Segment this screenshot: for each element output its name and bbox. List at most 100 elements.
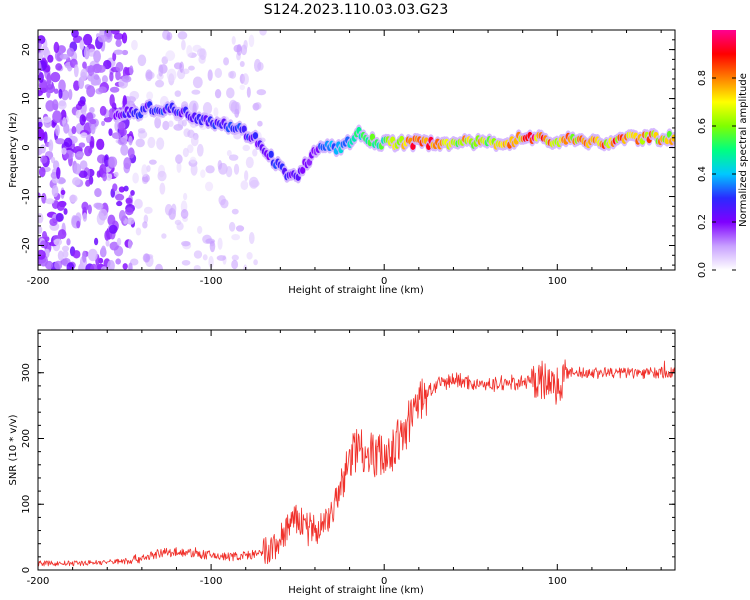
heatmap-noise-cell [132, 172, 139, 184]
heatmap-noise-cell [77, 100, 86, 107]
heatmap-noise-cell [40, 155, 48, 164]
heatmap-noise-cell [117, 137, 128, 146]
heatmap-noise-cell [101, 75, 108, 84]
heatmap-noise-cell [207, 69, 213, 82]
heatmap-noise-cell [79, 39, 85, 51]
heatmap-noise-cell [239, 61, 245, 68]
heatmap-noise-cell [176, 161, 182, 173]
heatmap-noise-cell [78, 142, 86, 148]
heatmap-noise-cell [145, 69, 153, 82]
heatmap-noise-cell [78, 170, 88, 179]
heatmap-noise-cell [257, 120, 263, 127]
colorbar-tick-label: 0.2 [697, 214, 708, 230]
heatmap-noise-cell [197, 225, 203, 234]
heatmap-noise-cell [109, 241, 119, 251]
heatmap-noise-cell [154, 116, 162, 129]
heatmap-noise-cell [50, 71, 61, 83]
heatmap-noise-cell [54, 260, 63, 270]
heatmap-noise-cell [71, 30, 79, 38]
y-tick-label: 100 [21, 495, 32, 514]
heatmap-noise-cell [192, 76, 203, 89]
heatmap-noise-cell [254, 102, 262, 110]
heatmap-noise-cell [217, 159, 223, 170]
heatmap-noise-cell [116, 200, 123, 207]
heatmap-noise-cell [166, 68, 177, 82]
heatmap-noise-cell [71, 126, 77, 135]
heatmap-noise-cell [100, 245, 107, 257]
heatmap-noise-cell [113, 49, 124, 55]
heatmap-noise-cell [109, 94, 115, 107]
heatmap-noise-cell [189, 156, 197, 164]
heatmap-noise-cell [209, 240, 216, 253]
heatmap-noise-cell [111, 30, 120, 35]
heatmap-noise-cell [61, 147, 67, 155]
heatmap-noise-cell [99, 163, 107, 177]
heatmap-noise-cell [90, 73, 100, 86]
spectrogram-y-label: Frequency (Hz) [8, 112, 19, 188]
heatmap-noise-cell [157, 170, 167, 182]
heatmap-noise-cell [98, 86, 107, 94]
heatmap-noise-cell [66, 238, 71, 246]
heatmap-noise-cell [68, 89, 73, 101]
heatmap-noise-cell [63, 122, 70, 134]
heatmap-noise-cell [73, 80, 80, 91]
snr-series-line [38, 359, 675, 567]
heatmap-noise-cell [115, 39, 122, 47]
heatmap-noise-cell [102, 173, 107, 182]
heatmap-noise-cell [248, 232, 255, 245]
snr-x-label: Height of straight line (km) [288, 585, 424, 596]
heatmap-noise-cell [182, 147, 189, 158]
heatmap-noise-cell [99, 105, 107, 116]
snr-panel: -200 -100 0 100 0 100 200 300 Height of straigh… [8, 329, 676, 596]
heatmap-noise-cell [38, 35, 46, 45]
heatmap-noise-cell [154, 79, 165, 88]
heatmap-noise-cell [244, 170, 249, 182]
heatmap-noise-cell [142, 253, 151, 263]
heatmap-noise-cell [159, 182, 166, 195]
heatmap-noise-cell [162, 120, 170, 131]
heatmap-noise-cell [168, 120, 174, 127]
heatmap-noise-cell [101, 120, 106, 127]
heatmap-noise-cell [95, 64, 106, 73]
heatmap-noise-cell [38, 225, 43, 234]
heatmap-noise-cell [109, 71, 114, 82]
heatmap-noise-cell [196, 143, 204, 157]
heatmap-noise-cell [205, 165, 215, 174]
x-tick-label: -100 [200, 276, 223, 287]
x-tick-label: 0 [381, 576, 387, 587]
heatmap-noise-cell [208, 255, 214, 269]
heatmap-noise-cell [89, 119, 97, 125]
heatmap-noise-cell [174, 90, 182, 97]
heatmap-noise-cell [79, 160, 88, 170]
heatmap-noise-cell [48, 139, 54, 153]
heatmap-noise-cell [94, 188, 102, 198]
heatmap-noise-cell [231, 259, 239, 270]
heatmap-noise-cell [233, 163, 240, 175]
heatmap-noise-cell [141, 164, 148, 178]
heatmap-noise-cell [239, 84, 246, 91]
heatmap-noise-cell [38, 121, 43, 128]
heatmap-noise-cell [87, 248, 98, 262]
heatmap-noise-cell [191, 89, 201, 95]
heatmap-noise-cell [257, 61, 264, 71]
heatmap-noise-cell [246, 252, 253, 260]
heatmap-noise-cell [61, 89, 69, 101]
heatmap-noise-cell [53, 238, 63, 246]
heatmap-noise-cell [156, 137, 165, 150]
heatmap-noise-cell [79, 261, 84, 270]
heatmap-noise-cell [82, 33, 93, 46]
heatmap-noise-cell [130, 189, 135, 196]
heatmap-noise-cell [123, 185, 129, 192]
heatmap-noise-cell [171, 203, 177, 215]
heatmap-ridge-cell [300, 166, 306, 174]
heatmap-noise-cell [125, 207, 134, 216]
heatmap-noise-cell [115, 258, 122, 265]
heatmap-noise-cell [80, 132, 88, 139]
heatmap-noise-cell [69, 194, 78, 203]
heatmap-noise-cell [81, 201, 89, 212]
heatmap-noise-cell [228, 221, 236, 232]
heatmap-noise-cell [245, 156, 254, 169]
x-tick-label: 100 [548, 576, 567, 587]
heatmap-noise-cell [55, 138, 65, 145]
